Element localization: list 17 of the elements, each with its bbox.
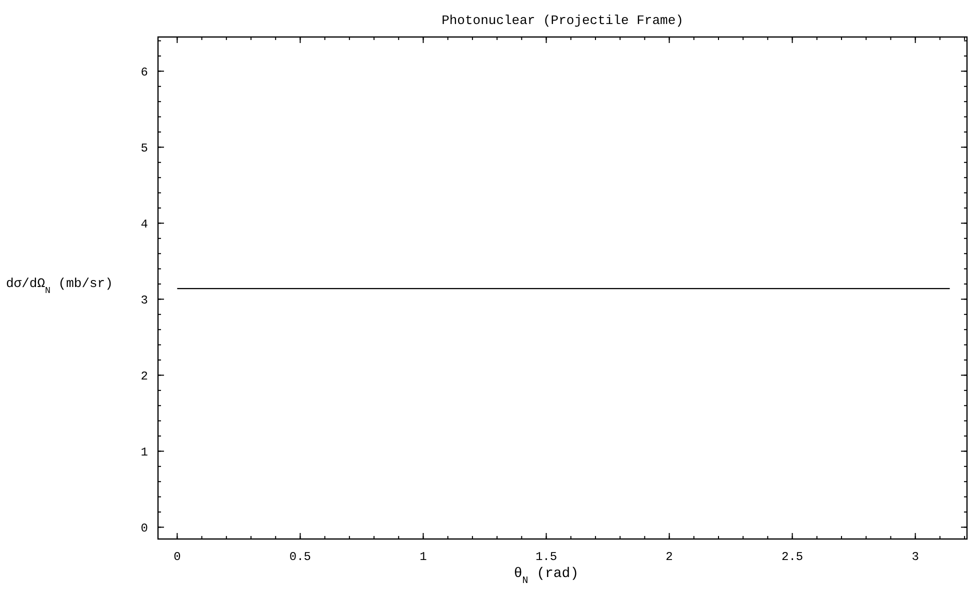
y-tick-label: 6	[140, 65, 148, 80]
y-axis-title: dσ/dΩ$_{N}$ (mb/sr)	[6, 276, 113, 296]
y-tick-label: 4	[140, 217, 148, 232]
x-tick-label: 1	[420, 550, 427, 564]
y-tick-label: 2	[140, 369, 148, 384]
chart-title: Photonuclear (Projectile Frame)	[442, 13, 684, 28]
y-tick-label: 5	[140, 141, 148, 156]
x-tick-label: 1.5	[535, 550, 558, 564]
x-tick-label: 2	[666, 550, 673, 564]
x-tick-label: 3	[912, 550, 919, 564]
x-tick-label: 2.5	[782, 550, 804, 564]
y-tick-label: 3	[140, 293, 148, 308]
y-tick-label: 0	[140, 521, 148, 536]
y-tick-label: 1	[140, 445, 148, 460]
x-tick-label: 0	[174, 550, 181, 564]
x-tick-label: 0.5	[289, 550, 312, 564]
x-axis-title: θ$_{N}$ (rad)	[514, 566, 579, 586]
